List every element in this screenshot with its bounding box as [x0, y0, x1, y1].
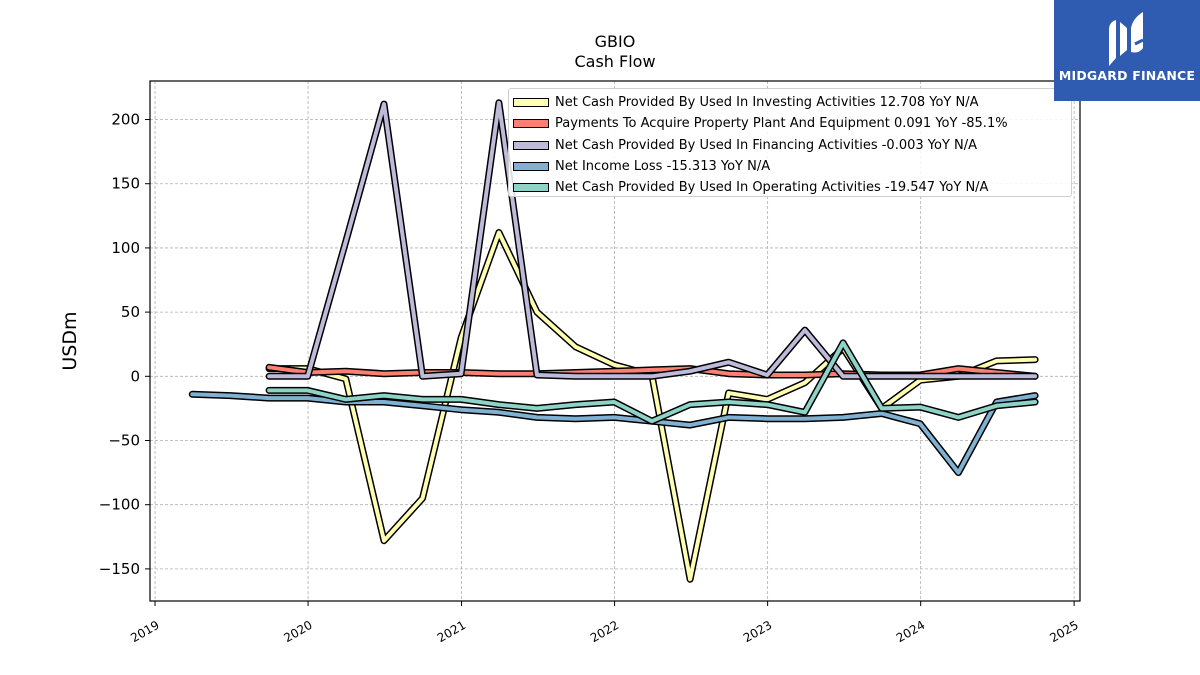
y-tick-label: 0 [130, 367, 140, 385]
series-lines [188, 99, 1039, 583]
y-axis-label: USDm [59, 311, 81, 370]
series-line-3 [265, 99, 1039, 380]
legend-swatch [513, 140, 549, 150]
chart-legend: Net Cash Provided By Used In Investing A… [508, 88, 1072, 197]
series-line-4 [188, 390, 1039, 477]
y-tick-label: 150 [111, 175, 140, 193]
legend-swatch [513, 98, 549, 108]
legend-item: Net Cash Provided By Used In Investing A… [509, 92, 1071, 113]
x-tick-label: 2020 [281, 618, 314, 645]
chart-title-block: GBIO Cash Flow [415, 32, 815, 72]
legend-item: Payments To Acquire Property Plant And E… [509, 113, 1071, 134]
chart-title: GBIO [594, 32, 636, 51]
legend-label: Payments To Acquire Property Plant And E… [555, 116, 1008, 132]
y-tick-label: 100 [111, 239, 140, 257]
y-tick-label: 50 [121, 303, 140, 321]
legend-swatch [513, 183, 549, 193]
y-tick-label: −150 [99, 560, 140, 578]
series-line-5 [265, 339, 1039, 425]
legend-item: Net Income Loss -15.313 YoY N/A [509, 156, 1071, 177]
legend-label: Net Cash Provided By Used In Operating A… [555, 180, 989, 196]
legend-item: Net Cash Provided By Used In Financing A… [509, 135, 1071, 156]
legend-swatch [513, 119, 549, 129]
legend-item: Net Cash Provided By Used In Operating A… [509, 177, 1071, 198]
series-stroke [267, 340, 1038, 424]
series-stroke [190, 392, 1038, 475]
midgard-logo-icon [1109, 12, 1144, 66]
series-stroke [267, 100, 1038, 379]
y-tick-label: −100 [99, 496, 140, 514]
y-tick-label: 200 [111, 111, 140, 129]
brand-logo: MIDGARD FINANCE [1054, 0, 1200, 101]
x-tick-label: 2024 [894, 618, 927, 645]
x-tick-label: 2021 [435, 618, 468, 645]
chart-subtitle: Cash Flow [574, 52, 656, 71]
logo-text: MIDGARD FINANCE [1058, 68, 1196, 83]
legend-swatch [513, 162, 549, 172]
x-tick-label: 2022 [588, 618, 621, 645]
y-tick-label: −50 [108, 432, 140, 450]
legend-label: Net Cash Provided By Used In Financing A… [555, 137, 978, 153]
legend-label: Net Cash Provided By Used In Investing A… [555, 95, 979, 111]
legend-label: Net Income Loss -15.313 YoY N/A [555, 159, 771, 175]
x-tick-label: 2019 [128, 618, 161, 645]
plot-frame [149, 80, 1081, 602]
x-tick-label: 2025 [1047, 618, 1080, 645]
x-tick-label: 2023 [741, 618, 774, 645]
